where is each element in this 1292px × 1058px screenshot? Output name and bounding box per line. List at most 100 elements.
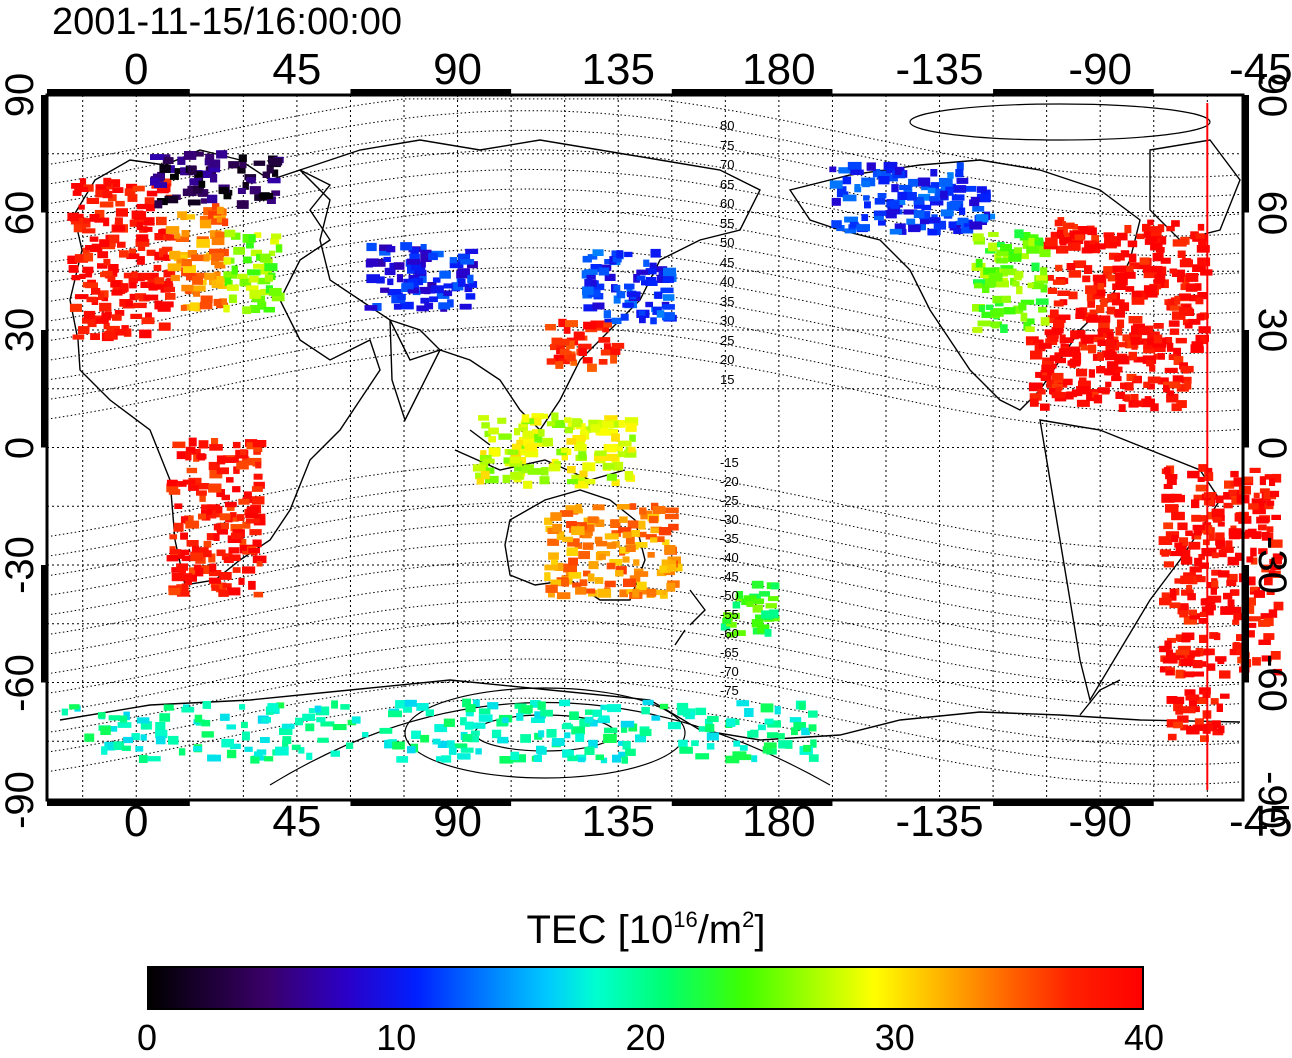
tec-pixel — [1180, 365, 1194, 373]
tec-pixel — [154, 233, 165, 241]
tec-pixel — [432, 738, 441, 745]
tec-pixel — [267, 703, 279, 712]
magnetic-contour — [46, 345, 1244, 433]
tec-pixel — [652, 506, 666, 514]
tec-pixel — [1238, 485, 1251, 495]
tec-pixel — [90, 333, 100, 340]
tec-pixel — [837, 186, 847, 193]
tec-pixel — [565, 320, 578, 328]
tec-pixel — [863, 195, 870, 201]
tec-pixel — [1192, 660, 1203, 669]
tec-pixel — [190, 151, 204, 157]
tec-pixel — [186, 540, 199, 547]
tec-pixel — [201, 731, 214, 738]
tec-pixel — [1143, 272, 1157, 279]
tec-pixel — [188, 485, 199, 491]
tec-pixel — [533, 754, 542, 762]
tec-pixel — [78, 204, 85, 210]
tec-pixel — [387, 289, 402, 296]
tec-pixel — [1093, 394, 1103, 404]
tec-pixel — [485, 475, 499, 484]
tec-pixel — [921, 185, 935, 191]
tec-pixel — [1003, 307, 1016, 315]
tec-pixel — [972, 233, 984, 242]
tec-pixel — [420, 734, 430, 743]
tec-pixel — [789, 717, 802, 723]
tec-pixel — [1154, 343, 1166, 352]
tec-pixel — [850, 169, 864, 175]
tec-pixel — [578, 551, 590, 560]
tec-pixel — [308, 708, 315, 714]
tec-pixel — [185, 451, 192, 461]
tec-pixel — [163, 286, 175, 293]
tec-pixel — [667, 721, 681, 730]
tec-pixel — [166, 555, 179, 562]
tec-pixel — [649, 262, 657, 269]
tec-pixel — [99, 290, 109, 298]
tec-pixel — [682, 709, 691, 717]
tec-pixel — [603, 734, 617, 743]
contour-label-south: -20 — [720, 474, 739, 489]
tec-pixel — [200, 550, 212, 558]
tec-pixel — [1068, 270, 1082, 278]
tec-pixel — [1166, 390, 1175, 396]
tec-pixel — [1263, 633, 1275, 640]
tec-pixel — [976, 193, 991, 203]
tec-pixel — [1147, 376, 1161, 384]
tec-pixel — [259, 253, 271, 263]
tec-pixel — [930, 169, 938, 177]
tec-pixel — [1169, 551, 1183, 557]
tec-pixel — [1220, 606, 1234, 615]
tec-pixel — [1115, 391, 1126, 399]
tec-pixel — [1149, 364, 1156, 372]
tec-pixel — [1124, 394, 1131, 402]
tec-pixel — [1125, 286, 1135, 292]
tec-pixel — [1020, 299, 1035, 305]
tec-pixel — [1119, 303, 1126, 312]
tec-pixel — [1154, 274, 1166, 283]
tec-pixel — [176, 563, 188, 571]
tec-pixel — [988, 232, 999, 237]
tec-pixel — [208, 577, 221, 584]
tec-pixel — [889, 200, 900, 209]
tec-pixel — [238, 154, 247, 162]
tec-pixel — [86, 296, 97, 303]
tec-pixel — [1223, 502, 1233, 509]
tec-pixel — [751, 619, 764, 628]
tec-pixel — [575, 504, 582, 513]
tec-pixel — [1223, 592, 1233, 600]
tec-pixel — [1211, 508, 1225, 518]
tec-pixel — [793, 722, 806, 731]
tec-pixel — [478, 714, 493, 722]
tec-pixel — [1198, 515, 1208, 522]
tec-pixel — [1185, 694, 1200, 701]
tec-pixel — [245, 513, 258, 518]
tec-pixel — [1194, 283, 1202, 291]
tec-pixel — [226, 749, 237, 759]
tec-pixel — [1097, 387, 1110, 394]
contour-label-north: 50 — [720, 235, 735, 250]
tec-pixel — [169, 534, 178, 540]
left-lat-tick-label: -30 — [0, 536, 42, 594]
tec-pixel — [219, 572, 232, 580]
tec-pixel — [159, 713, 171, 722]
tec-pixel — [230, 512, 237, 518]
tec-pixel — [611, 342, 625, 349]
tec-pixel — [571, 474, 585, 483]
tec-pixel — [111, 289, 123, 296]
tec-pixel — [613, 295, 621, 304]
tec-pixel — [649, 516, 659, 524]
tec-pixel — [1147, 331, 1160, 341]
tec-pixel — [1091, 234, 1099, 244]
tec-pixel — [522, 430, 535, 439]
tec-pixel — [592, 709, 602, 717]
tec-pixel — [467, 274, 474, 284]
tec-pixel — [537, 429, 545, 437]
tec-pixel — [211, 203, 220, 211]
tec-pixel — [1178, 537, 1189, 546]
tec-pixel — [1179, 610, 1189, 618]
tec-pixel — [178, 573, 193, 581]
tec-pixel — [257, 277, 271, 285]
tec-pixel — [1088, 369, 1095, 378]
tec-pixel — [271, 190, 281, 196]
